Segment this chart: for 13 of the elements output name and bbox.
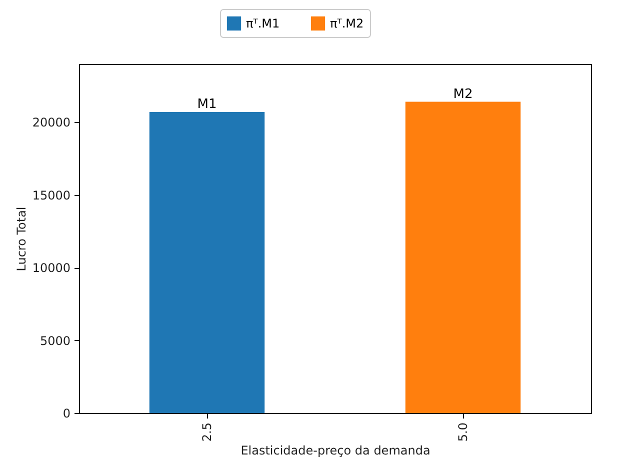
y-tick-label: 5000: [40, 334, 70, 348]
annotation: M2: [453, 86, 473, 102]
y-tick-label: 0: [62, 406, 70, 420]
y-tick-label: 20000: [32, 116, 70, 130]
y-tick-label: 10000: [32, 261, 70, 276]
y-tick-label: 15000: [32, 188, 70, 202]
x-axis-title: Elasticidade-preço da demanda: [240, 444, 430, 458]
annotation: M1: [197, 96, 217, 112]
legend-label: πᵀ.M1: [246, 16, 280, 30]
legend-label: πᵀ.M2: [330, 16, 364, 30]
y-axis-title: Lucro Total: [14, 206, 28, 272]
x-tick-label: 2.5: [200, 422, 214, 442]
x-tick-label: 5.0: [456, 422, 470, 442]
